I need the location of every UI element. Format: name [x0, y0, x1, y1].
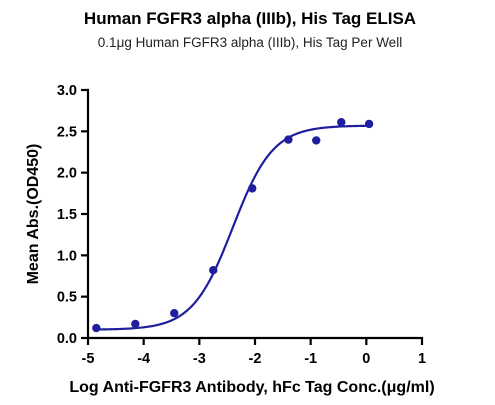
data-point	[92, 323, 101, 333]
data-point	[170, 309, 179, 318]
chart-title: Human FGFR3 alpha (IIIb), His Tag ELISA	[84, 9, 416, 28]
x-tick-label: -2	[249, 351, 262, 367]
x-tick-label: -5	[82, 351, 95, 367]
y-tick-label: 1.5	[57, 207, 77, 223]
y-axis-label: Mean Abs.(OD450)	[25, 144, 42, 285]
data-point	[248, 184, 257, 193]
data-point	[312, 136, 321, 145]
data-point	[209, 266, 218, 275]
axes: 0.0 0.5 1.0 1.5 2.0 2.5 3.0 -5 -4 -3 -2 -1 0 1	[57, 83, 426, 367]
data-point	[337, 118, 346, 127]
data-point	[284, 135, 293, 144]
y-tick-label: 0.0	[57, 331, 77, 347]
data-point	[131, 319, 140, 329]
x-tick-label: -1	[304, 351, 317, 367]
x-tick-label: 0	[362, 351, 370, 367]
x-axis-label: Log Anti-FGFR3 Antibody, hFc Tag Conc.(μ…	[69, 379, 434, 396]
y-tick-label: 3.0	[57, 83, 77, 99]
data-point	[364, 119, 374, 129]
x-tick-label: 1	[418, 351, 426, 367]
y-tick-label: 1.0	[57, 248, 77, 264]
fit-curve-layer	[96, 124, 370, 331]
chart-subtitle: 0.1μg Human FGFR3 alpha (IIIb), His Tag …	[98, 35, 402, 50]
y-tick-label: 2.0	[57, 166, 77, 182]
x-tick-label: -3	[193, 351, 206, 367]
data-points	[92, 118, 374, 333]
y-tick-label: 0.5	[57, 290, 77, 306]
y-tick-label: 2.5	[57, 124, 77, 140]
fit-curve	[96, 124, 370, 331]
x-tick-label: -4	[137, 351, 150, 367]
